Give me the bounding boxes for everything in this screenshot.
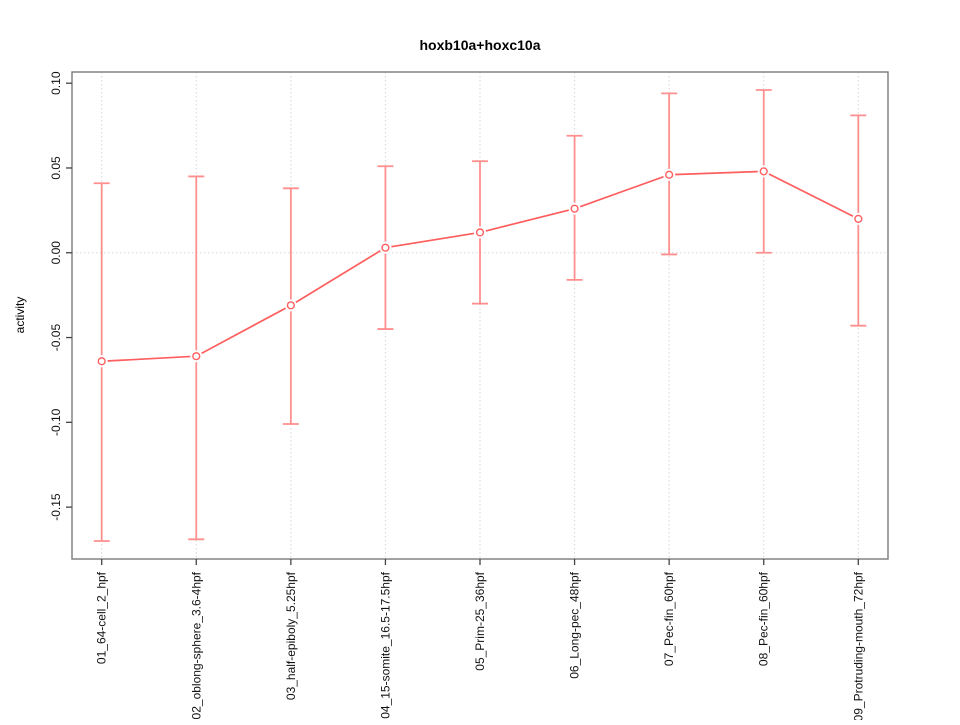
svg-text:0.10: 0.10 [49, 71, 63, 95]
svg-text:03_half-epiboly_5.25hpf: 03_half-epiboly_5.25hpf [284, 571, 298, 700]
markers [95, 165, 865, 368]
x-axis: 01_64-cell_2_hpf 02_oblong-sphere_3.6-4hp… [95, 559, 865, 721]
svg-text:0.00: 0.00 [49, 241, 63, 265]
y-axis-label: activity [13, 296, 27, 334]
data-point-marker [759, 167, 768, 176]
svg-text:04_15-somite_16.5-17.5hpf: 04_15-somite_16.5-17.5hpf [378, 571, 392, 718]
svg-text:-0.15: -0.15 [49, 493, 63, 521]
gridlines [72, 72, 888, 559]
y-axis: 0.10 0.05 0.00 -0.05 -0.10 -0.15 [49, 71, 72, 521]
data-point-marker [286, 301, 295, 310]
data-point-marker [97, 357, 106, 366]
data-point-marker [570, 204, 579, 213]
svg-text:05_Prim-25_36hpf: 05_Prim-25_36hpf [473, 571, 487, 670]
svg-text:01_64-cell_2_hpf: 01_64-cell_2_hpf [95, 571, 109, 664]
svg-text:-0.05: -0.05 [49, 324, 63, 352]
data-point-marker [381, 243, 390, 252]
data-point-marker [475, 228, 485, 237]
chart-title: hoxb10a+hoxc10a [419, 37, 541, 53]
svg-text:-0.10: -0.10 [49, 408, 63, 436]
svg-text:07_Pec-fin_60hpf: 07_Pec-fin_60hpf [662, 571, 676, 666]
data-point-marker [665, 170, 674, 179]
svg-text:06_Long-pec_48hpf: 06_Long-pec_48hpf [568, 571, 582, 678]
svg-text:02_oblong-sphere_3.6-4hpf: 02_oblong-sphere_3.6-4hpf [189, 571, 203, 719]
svg-text:0.05: 0.05 [49, 156, 63, 180]
svg-text:09_Protruding-mouth_72hpf: 09_Protruding-mouth_72hpf [851, 571, 865, 720]
data-point-marker [192, 352, 201, 361]
data-point-marker [854, 214, 863, 223]
svg-text:08_Pec-fin_60hpf: 08_Pec-fin_60hpf [757, 571, 771, 666]
